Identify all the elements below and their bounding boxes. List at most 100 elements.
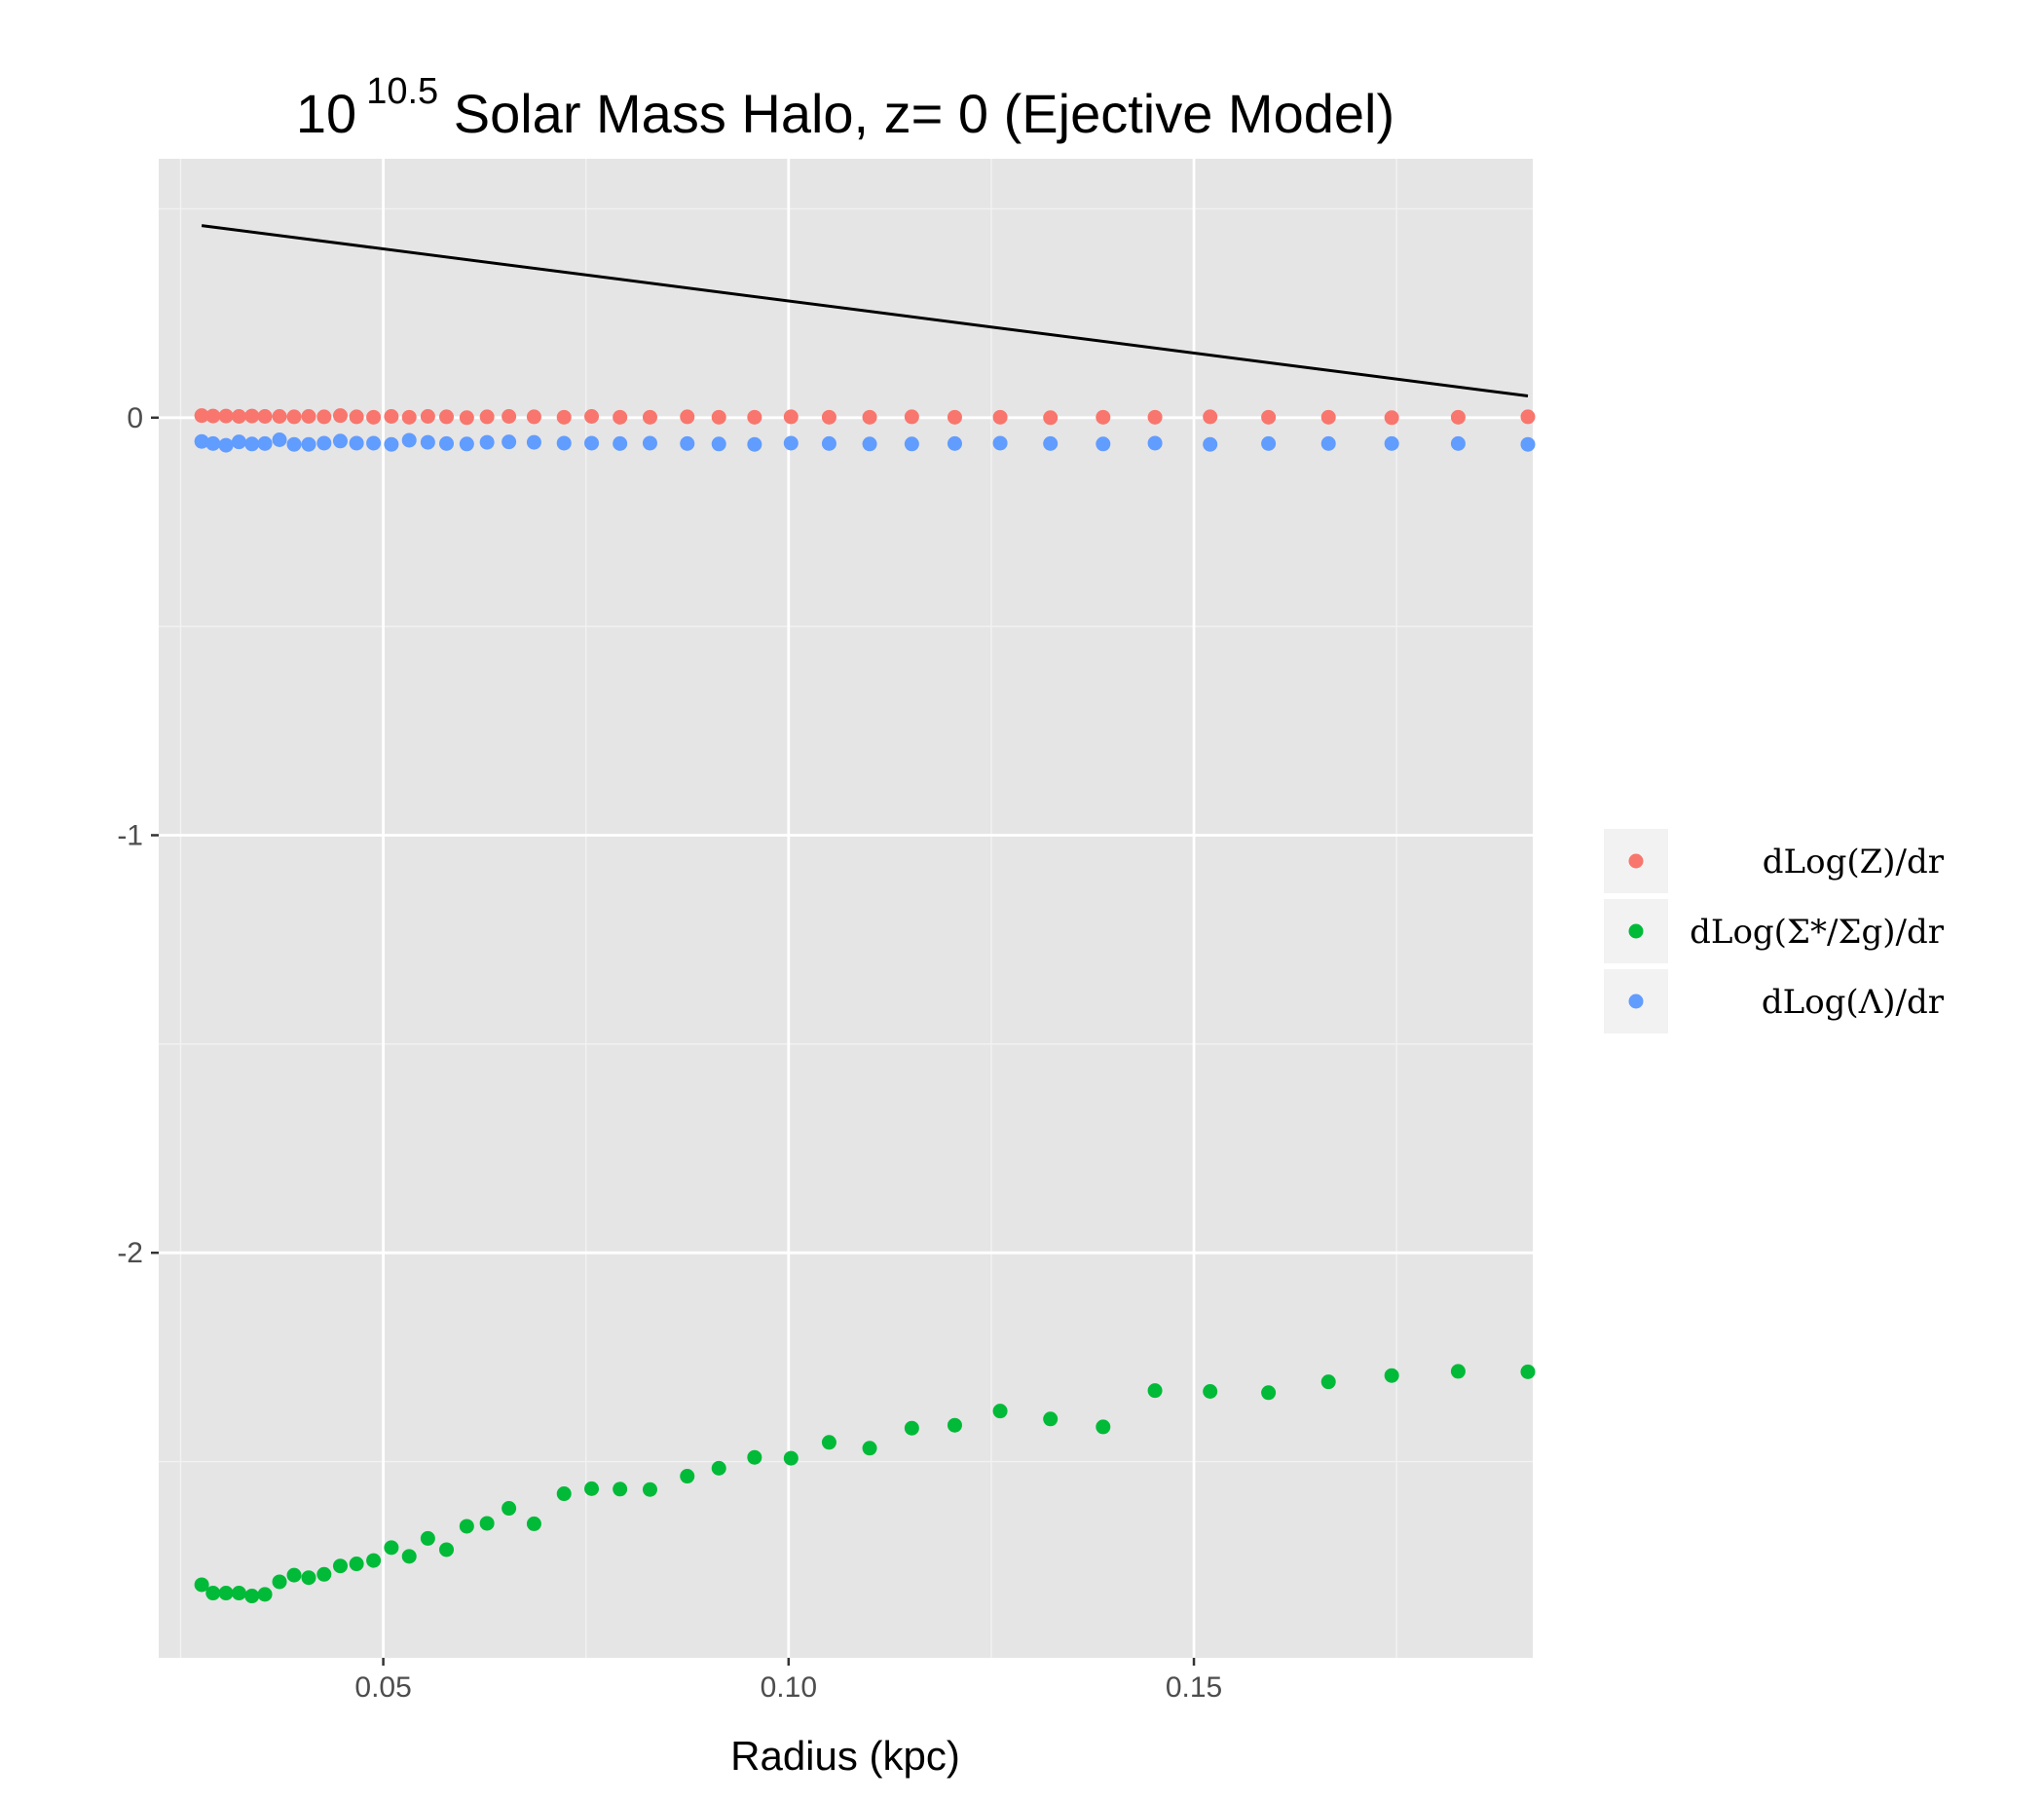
- series-2-point: [316, 1566, 332, 1582]
- series-3-point: [711, 436, 726, 452]
- series-3-point: [257, 435, 273, 451]
- series-1-point: [821, 409, 836, 425]
- series-1-point: [526, 409, 541, 425]
- series-1-point: [1450, 409, 1466, 425]
- series-2-point: [420, 1530, 435, 1546]
- series-3-point: [904, 436, 919, 452]
- series-2-point: [1096, 1419, 1111, 1435]
- series-1-point: [556, 409, 572, 425]
- series-3-point: [1043, 435, 1059, 451]
- series-1-point: [479, 409, 495, 425]
- series-3-point: [272, 432, 287, 448]
- series-3-point: [401, 432, 417, 448]
- series-2-point: [1043, 1411, 1059, 1427]
- series-2-point: [556, 1486, 572, 1502]
- series-3-point: [613, 435, 628, 451]
- series-1-point: [349, 409, 364, 425]
- series-2-point: [821, 1435, 836, 1450]
- series-1-point: [1261, 409, 1277, 425]
- series-1-point: [1096, 409, 1111, 425]
- series-2-point: [1203, 1383, 1218, 1399]
- series-1-point: [680, 409, 695, 425]
- series-3-point: [992, 435, 1008, 451]
- series-3-point: [680, 435, 695, 451]
- series-1-point: [420, 409, 435, 425]
- series-1-point: [366, 409, 382, 425]
- series-3-point: [286, 436, 302, 452]
- series-2-point: [747, 1449, 762, 1465]
- series-3-point: [218, 437, 234, 453]
- series-1-point: [194, 408, 209, 424]
- series-1-point: [642, 409, 657, 425]
- series-3-point: [584, 435, 600, 451]
- series-1-point: [218, 408, 234, 424]
- series-1-point: [316, 409, 332, 425]
- series-2-point: [1450, 1364, 1466, 1379]
- series-2-point: [205, 1586, 221, 1601]
- series-1-point: [502, 409, 517, 425]
- y-tick-label: -1: [117, 819, 143, 851]
- y-tick-label: -2: [117, 1237, 143, 1269]
- series-1-point: [459, 410, 474, 426]
- series-3-point: [1450, 435, 1466, 451]
- series-3-point: [349, 435, 364, 451]
- series-3-point: [1147, 435, 1163, 451]
- series-1-point: [747, 409, 762, 425]
- title-rest: Solar Mass Halo, z= 0 (Ejective Model): [438, 83, 1394, 144]
- series-2-point: [384, 1540, 399, 1556]
- data-points: [194, 408, 1536, 1604]
- series-2-point: [349, 1557, 364, 1572]
- legend: dLog(Z)/dr dLog(Σ*/Σg)/dr dLog(Λ)/dr: [1604, 829, 1945, 1033]
- series-3-point: [244, 436, 260, 452]
- series-3-point: [301, 436, 316, 452]
- series-3-point: [642, 435, 657, 451]
- series-3-point: [783, 435, 799, 451]
- legend-label: dLog(Λ)/dr: [1762, 983, 1945, 1022]
- series-1-point: [947, 409, 962, 425]
- series-1-point: [1043, 410, 1059, 426]
- series-2-point: [459, 1519, 474, 1534]
- title-exponent: 10.5: [366, 71, 438, 112]
- series-3-point: [1520, 436, 1536, 452]
- series-2-point: [711, 1460, 726, 1476]
- series-3-point: [194, 433, 209, 449]
- series-3-point: [439, 435, 455, 451]
- series-2-point: [286, 1567, 302, 1583]
- minor-gridlines: [159, 159, 1533, 1658]
- series-1-point: [439, 409, 455, 425]
- y-tick-label: 0: [127, 402, 143, 434]
- series-3-point: [1096, 436, 1111, 452]
- series-1-point: [384, 409, 399, 425]
- series-2-point: [439, 1542, 455, 1557]
- series-2-point: [783, 1450, 799, 1466]
- series-1-point: [205, 408, 221, 424]
- series-1-point: [244, 408, 260, 424]
- series-2-point: [502, 1501, 517, 1517]
- series-2-point: [218, 1586, 234, 1601]
- series-2-point: [992, 1404, 1008, 1419]
- series-2-point: [272, 1574, 287, 1590]
- legend-key-point: [1628, 853, 1644, 869]
- series-1-point: [1203, 409, 1218, 425]
- series-1-point: [1147, 409, 1163, 425]
- series-2-point: [526, 1516, 541, 1531]
- axis-ticks: [151, 416, 1196, 1666]
- legend-key-point: [1628, 994, 1644, 1009]
- series-1-point: [231, 409, 246, 425]
- series-2-point: [231, 1586, 246, 1601]
- series-2-point: [257, 1587, 273, 1602]
- series-2-point: [244, 1589, 260, 1604]
- series-1-point: [1520, 409, 1536, 425]
- series-2-point: [904, 1420, 919, 1436]
- legend-key-point: [1628, 923, 1644, 939]
- series-2-point: [301, 1570, 316, 1586]
- series-1-point: [1384, 410, 1399, 426]
- series-1-point: [711, 409, 726, 425]
- series-1-point: [301, 409, 316, 425]
- series-2-point: [479, 1516, 495, 1531]
- series-2-point: [366, 1553, 382, 1568]
- series-3-point: [821, 435, 836, 451]
- series-3-point: [479, 434, 495, 450]
- series-2-point: [680, 1469, 695, 1484]
